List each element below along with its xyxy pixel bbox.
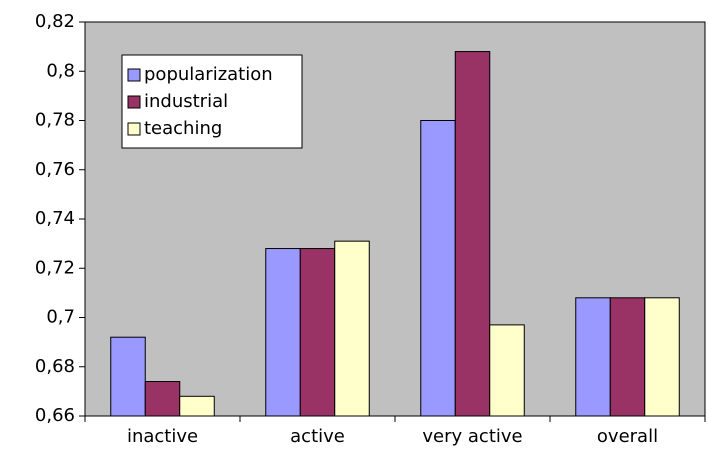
bar <box>420 120 456 417</box>
legend-label: teaching <box>144 118 222 139</box>
x-tick-label: inactive <box>127 426 198 447</box>
y-tick-label: 0,76 <box>35 159 75 180</box>
y-tick-label: 0,74 <box>35 208 75 229</box>
legend <box>121 54 303 149</box>
bar <box>110 336 146 417</box>
bar <box>334 240 370 417</box>
y-tick-label: 0,7 <box>46 307 75 328</box>
bar <box>179 395 215 417</box>
y-tick-label: 0,66 <box>35 405 75 426</box>
x-tick-label: active <box>290 426 345 447</box>
y-tick-label: 0,68 <box>35 356 75 377</box>
x-tick-label: overall <box>597 426 658 447</box>
bar <box>644 297 680 417</box>
y-tick-label: 0,78 <box>35 110 75 131</box>
bar <box>489 324 525 417</box>
legend-label: industrial <box>144 91 228 112</box>
y-tick-label: 0,82 <box>35 11 75 32</box>
bar <box>575 297 611 417</box>
y-tick-label: 0,8 <box>46 60 75 81</box>
legend-label: popularization <box>144 64 273 85</box>
bar <box>144 381 181 417</box>
y-tick-label: 0,72 <box>35 257 75 278</box>
bar <box>265 248 301 417</box>
bar <box>454 51 491 417</box>
x-tick-label: very active <box>422 426 522 447</box>
legend-swatch <box>127 95 141 109</box>
legend-swatch <box>127 68 141 82</box>
bar <box>299 248 336 417</box>
legend-swatch <box>127 122 141 136</box>
bar <box>609 297 646 417</box>
